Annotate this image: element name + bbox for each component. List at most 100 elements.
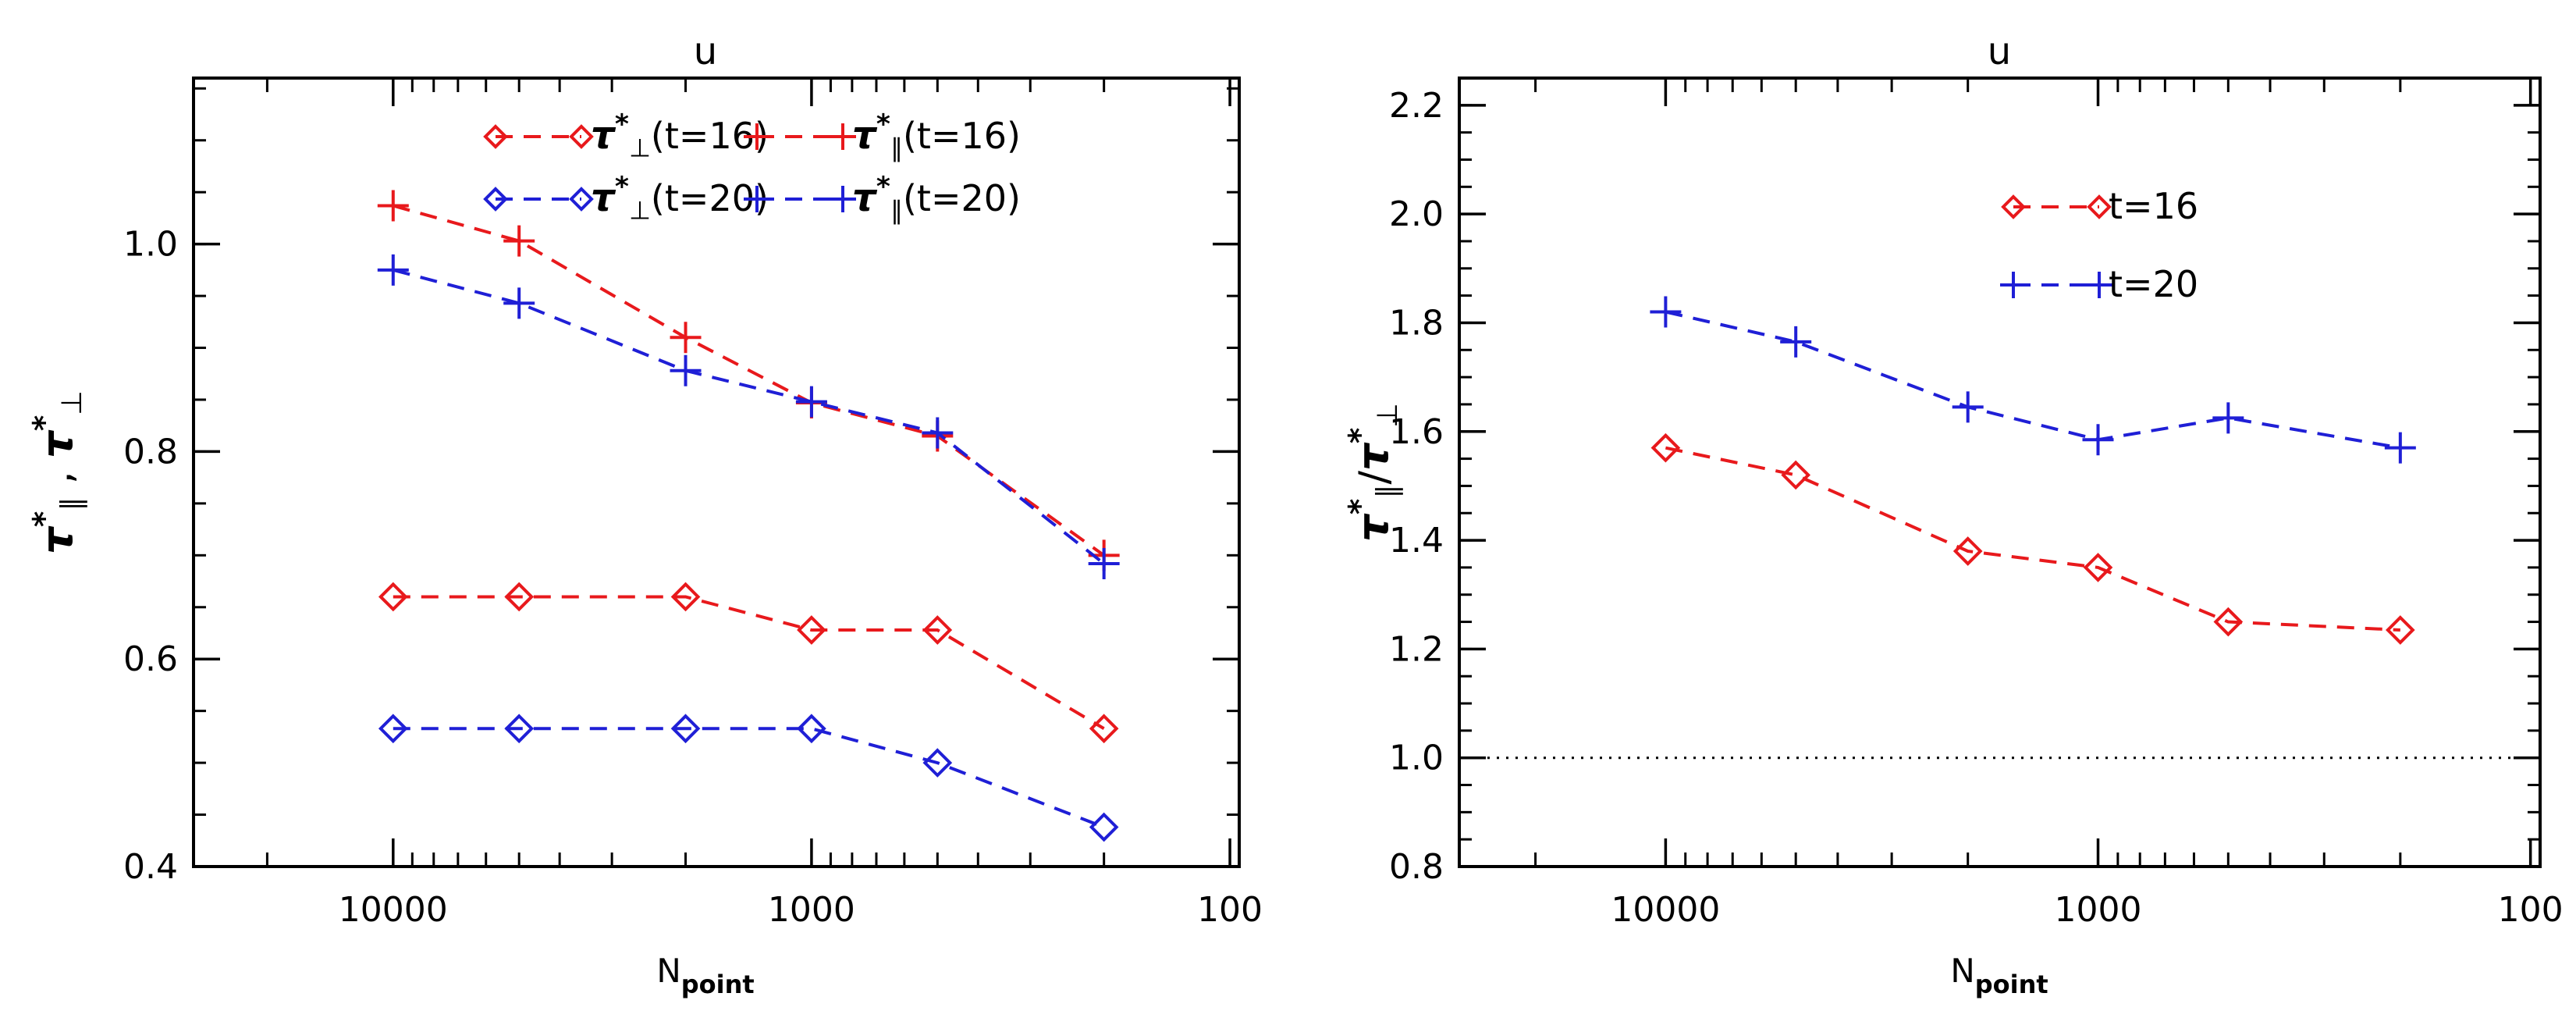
right-plot-frame bbox=[1458, 77, 2542, 868]
data-point-plus bbox=[744, 123, 770, 150]
series-line bbox=[393, 204, 1105, 557]
y-tick-label: 0.8 bbox=[123, 432, 178, 472]
legend-label: τ*⊥(t=20) bbox=[591, 172, 769, 226]
data-point-diamond bbox=[569, 187, 594, 212]
left-panel-title: u bbox=[694, 30, 717, 73]
y-tick-label: 1.0 bbox=[1389, 739, 1444, 778]
y-tick-label: 0.8 bbox=[1389, 847, 1444, 887]
data-point-plus bbox=[670, 322, 702, 354]
data-point-diamond bbox=[922, 615, 953, 645]
y-tick-label: 1.0 bbox=[123, 225, 178, 265]
data-point-diamond bbox=[797, 714, 826, 744]
left-y-axis-label: τ*∥ , τ*⊥ bbox=[27, 390, 88, 554]
y-tick-label: 1.6 bbox=[1389, 412, 1444, 452]
data-point-plus bbox=[377, 190, 409, 222]
left-x-axis-label: Npoint bbox=[656, 952, 754, 999]
series-1 bbox=[377, 190, 1120, 571]
series-line bbox=[393, 727, 1105, 829]
data-point-diamond bbox=[1089, 714, 1119, 744]
x-tick-label: 1000 bbox=[2055, 890, 2142, 930]
right-ticks: 10000 1000 100 0.8 1.0 1.2 1.4 1.6 1.8 2.0 2.2 bbox=[1389, 77, 2564, 930]
data-point-diamond bbox=[2386, 615, 2415, 645]
x-tick-label: 100 bbox=[2498, 890, 2564, 930]
legend-item: τ*⊥(t=16) bbox=[483, 109, 769, 163]
data-point-plus bbox=[830, 123, 856, 150]
data-point-plus bbox=[2384, 432, 2416, 464]
data-point-diamond bbox=[2001, 194, 2026, 219]
legend-item: τ*∥(t=16) bbox=[744, 109, 1021, 163]
series-0 bbox=[378, 582, 1119, 744]
y-tick-label: 1.8 bbox=[1389, 303, 1444, 343]
x-tick-label: 10000 bbox=[339, 890, 448, 930]
y-tick-label: 2.0 bbox=[1389, 194, 1444, 234]
series-line bbox=[1665, 446, 2400, 632]
left-series bbox=[377, 190, 1120, 842]
data-point-diamond bbox=[569, 124, 594, 149]
data-point-diamond bbox=[2087, 194, 2112, 219]
y-tick-label: 2.2 bbox=[1389, 86, 1444, 126]
data-point-diamond bbox=[1650, 432, 1681, 463]
data-point-diamond bbox=[504, 714, 535, 744]
y-tick-label: 0.6 bbox=[123, 639, 178, 679]
x-tick-label: 10000 bbox=[1611, 890, 1720, 930]
data-point-plus bbox=[922, 417, 954, 449]
legend-label: τ*⊥(t=16) bbox=[591, 109, 769, 163]
data-point-diamond bbox=[1089, 812, 1119, 842]
data-point-plus bbox=[795, 386, 827, 418]
left-ticks: 10000 1000 100 0.4 0.6 0.8 1.0 bbox=[123, 78, 1263, 930]
data-point-diamond bbox=[504, 582, 535, 612]
data-point-plus bbox=[2212, 402, 2244, 434]
data-point-plus bbox=[670, 354, 702, 386]
series-2 bbox=[378, 714, 1119, 842]
data-point-diamond bbox=[483, 187, 508, 212]
x-tick-label: 100 bbox=[1197, 890, 1263, 930]
legend-item: t=16 bbox=[2001, 185, 2198, 227]
legend-item: τ*⊥(t=20) bbox=[483, 172, 769, 226]
data-point-diamond bbox=[1952, 536, 1983, 566]
data-point-plus bbox=[2000, 272, 2027, 298]
data-point-diamond bbox=[2213, 607, 2244, 637]
data-point-plus bbox=[503, 225, 535, 257]
data-point-plus bbox=[2082, 424, 2114, 456]
data-point-plus bbox=[503, 287, 535, 319]
legend-label: t=16 bbox=[2109, 185, 2198, 227]
data-point-diamond bbox=[670, 714, 701, 744]
left-legend: τ*⊥(t=16) τ*∥(t=16) τ*⊥(t=20) τ*∥(t=20) bbox=[483, 109, 1021, 226]
data-point-diamond bbox=[483, 124, 508, 149]
data-point-plus bbox=[2086, 272, 2112, 298]
data-point-plus bbox=[830, 186, 856, 212]
legend-label: τ*∥(t=16) bbox=[852, 109, 1021, 163]
data-point-plus bbox=[1780, 326, 1812, 358]
data-point-diamond bbox=[378, 714, 408, 744]
data-point-diamond bbox=[922, 748, 953, 778]
right-x-axis-label: Npoint bbox=[1950, 952, 2048, 999]
series-0 bbox=[1650, 432, 2415, 645]
x-tick-label: 1000 bbox=[768, 890, 855, 930]
series-line bbox=[393, 268, 1105, 565]
right-panel: u 10000 1000 100 0.8 1.0 1.2 1.4 1.6 1.8 2.0 2.2 t… bbox=[1343, 30, 2563, 999]
y-tick-label: 1.4 bbox=[1389, 521, 1444, 561]
right-y-axis-label: τ*∥/τ*⊥ bbox=[1343, 403, 1404, 542]
data-point-plus bbox=[1650, 296, 1682, 328]
legend-label: τ*∥(t=20) bbox=[852, 172, 1021, 226]
legend-item: τ*∥(t=20) bbox=[744, 172, 1021, 226]
y-tick-label: 0.4 bbox=[123, 847, 178, 887]
data-point-diamond bbox=[378, 582, 408, 612]
data-point-diamond bbox=[1781, 460, 1811, 490]
right-legend: t=16 t=20 bbox=[2000, 185, 2198, 305]
legend-label: t=20 bbox=[2109, 263, 2198, 305]
legend-item: t=20 bbox=[2000, 263, 2198, 305]
series-line bbox=[393, 595, 1105, 730]
series-3 bbox=[377, 254, 1120, 579]
data-point-plus bbox=[1952, 391, 1984, 423]
data-point-plus bbox=[377, 254, 409, 286]
data-point-diamond bbox=[670, 582, 701, 612]
right-series bbox=[1650, 296, 2416, 645]
data-point-diamond bbox=[2083, 553, 2113, 582]
data-point-plus bbox=[744, 186, 770, 212]
series-1 bbox=[1650, 296, 2416, 464]
right-panel-title: u bbox=[1988, 30, 2011, 73]
left-panel: u 10000 1000 100 0.4 0.6 0.8 1.0 τ*⊥(t=16) τ*∥(… bbox=[27, 30, 1263, 999]
left-plot-frame bbox=[192, 77, 1241, 868]
